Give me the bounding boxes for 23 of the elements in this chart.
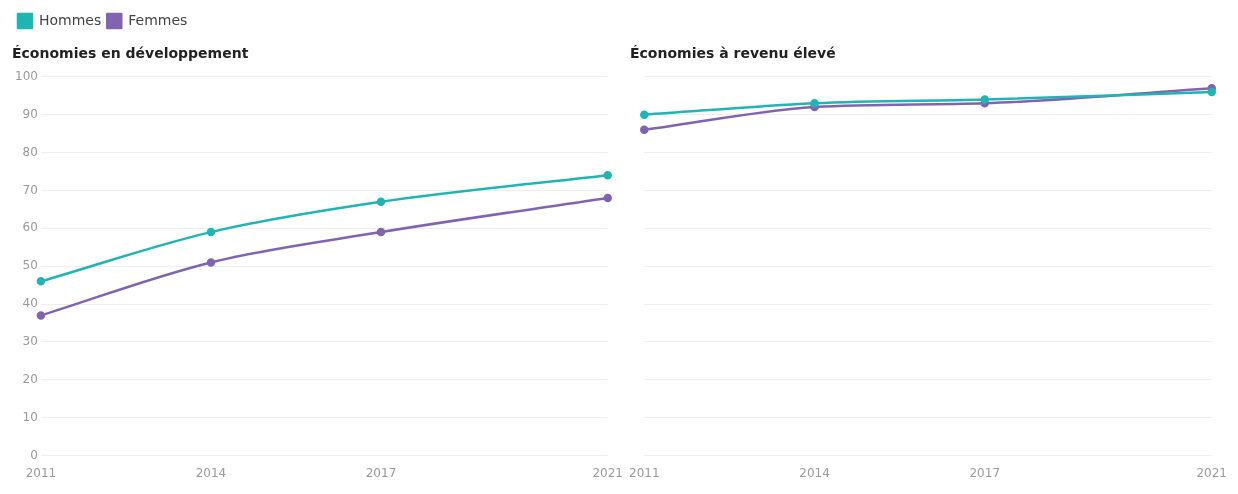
y-tick-label: 30 xyxy=(22,334,38,349)
x-tick-label: 2017 xyxy=(365,465,397,480)
x-tick-label: 2021 xyxy=(1196,465,1227,480)
x-tick-label: 2021 xyxy=(592,465,623,480)
x-tick-label: 2014 xyxy=(195,465,227,480)
y-tick-label: 0 xyxy=(30,447,38,462)
y-tick-label: 100 xyxy=(15,68,38,83)
y-tick-label: 80 xyxy=(22,144,38,159)
x-tick-label: 2017 xyxy=(969,465,1001,480)
x-tick-label: 2014 xyxy=(799,465,830,480)
y-tick-label: 10 xyxy=(22,409,38,424)
x-tick-label: 2011 xyxy=(25,465,57,480)
y-tick-label: 40 xyxy=(22,296,38,311)
y-tick-label: 90 xyxy=(22,106,38,121)
y-tick-label: 50 xyxy=(22,258,38,273)
y-tick-label: 70 xyxy=(22,182,38,197)
chart-title: Économies à revenu élevé xyxy=(630,45,836,62)
y-tick-label: 60 xyxy=(22,220,38,235)
y-tick-label: 20 xyxy=(22,371,38,386)
chart-title: Économies en développement xyxy=(12,45,249,62)
legend-label: Hommes xyxy=(39,11,102,28)
legend-label: Femmes xyxy=(128,11,188,28)
x-tick-label: 2011 xyxy=(629,465,660,480)
